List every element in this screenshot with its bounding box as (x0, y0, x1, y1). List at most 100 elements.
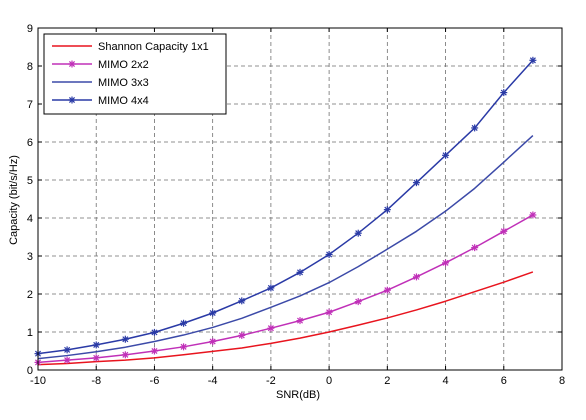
star-stroke (180, 343, 187, 350)
star-stroke (64, 357, 71, 364)
star-stroke (209, 338, 216, 345)
legend: Shannon Capacity 1x1 MIMO 2x2 MIMO 3x3 MIMO… (43, 33, 227, 115)
x-tick-label: -10 (30, 375, 46, 387)
x-tick-label: -4 (208, 375, 218, 387)
series-line-shannon-capacity-1x1 (37, 271, 534, 366)
star-stroke (238, 332, 245, 339)
star-stroke (238, 297, 245, 304)
data-point-mimo-4x4 (150, 328, 158, 336)
data-point-mimo-2x2 (442, 259, 450, 267)
data-point-mimo-2x2 (383, 286, 391, 294)
data-point-mimo-2x2 (209, 338, 217, 345)
x-tick-label: 4 (442, 375, 448, 387)
data-point-mimo-4x4 (442, 151, 450, 159)
plot-frame (37, 27, 563, 371)
data-point-mimo-2x2 (238, 331, 246, 339)
data-point-mimo-2x2 (150, 347, 158, 355)
data-point-mimo-4x4 (209, 309, 217, 317)
data-point-mimo-4x4 (325, 250, 333, 258)
data-point-mimo-2x2 (63, 356, 71, 364)
star-stroke (151, 347, 158, 355)
data-point-mimo-2x2 (121, 351, 129, 359)
star-stroke (413, 273, 420, 280)
x-tick-label: -6 (150, 375, 160, 387)
star-stroke (442, 152, 449, 159)
star-stroke (267, 284, 274, 291)
axis-ticks: -10 -8 -6 -4 -2 0 2 4 6 8 0 1 2 3 4 5 6 7 8 9 (27, 23, 565, 387)
star-stroke (151, 329, 158, 336)
star-stroke (68, 60, 76, 68)
data-point-mimo-2x2 (325, 308, 333, 316)
x-tick-label: 6 (501, 375, 507, 387)
data-point-mimo-2x2 (412, 273, 420, 281)
star-stroke (384, 287, 391, 294)
y-tick-label: 1 (27, 327, 33, 339)
star-stroke (93, 354, 100, 361)
star-stroke (326, 251, 333, 258)
y-tick-label: 9 (27, 23, 33, 35)
star-stroke (529, 57, 536, 64)
data-point-mimo-2x2 (296, 317, 304, 325)
data-point-mimo-2x2 (471, 244, 479, 252)
series-line-mimo-2x2 (37, 214, 534, 364)
series-lines (34, 56, 537, 366)
star-stroke (529, 211, 536, 218)
legend-label-mimo-2x2: MIMO 2x2 (98, 59, 149, 71)
data-point-mimo-2x2 (92, 354, 100, 362)
series-line-mimo-4x4 (37, 59, 534, 355)
y-tick-label: 5 (27, 175, 33, 187)
legend-marker-mimo-2x2 (68, 60, 76, 68)
star-stroke (355, 230, 362, 237)
series-line-mimo-3x3 (37, 134, 534, 360)
star-stroke (471, 124, 478, 131)
axes-frame (37, 27, 563, 371)
star-stroke (471, 244, 478, 251)
data-point-mimo-4x4 (471, 124, 479, 132)
x-tick-label: -8 (91, 375, 101, 387)
star-stroke (267, 325, 274, 332)
legend-label-mimo-4x4: MIMO 4x4 (98, 95, 149, 107)
star-stroke (93, 341, 100, 348)
y-tick-label: 4 (27, 213, 33, 225)
legend-label-mimo-3x3: MIMO 3x3 (98, 77, 149, 89)
data-point-mimo-2x2 (354, 298, 362, 306)
data-point-mimo-4x4 (383, 206, 391, 214)
data-point-mimo-4x4 (267, 284, 275, 292)
star-stroke (326, 309, 333, 316)
x-tick-label: 8 (559, 375, 565, 387)
star-stroke (296, 269, 304, 276)
y-tick-label: 0 (27, 365, 33, 377)
y-tick-label: 3 (27, 251, 33, 263)
star-stroke (122, 351, 129, 358)
star-stroke (355, 298, 362, 305)
data-point-mimo-4x4 (63, 346, 71, 354)
y-tick-label: 8 (27, 61, 33, 73)
star-stroke (209, 309, 216, 317)
data-point-mimo-4x4 (529, 56, 537, 64)
data-point-mimo-2x2 (267, 324, 275, 332)
data-point-mimo-2x2 (500, 227, 508, 235)
star-stroke (384, 206, 391, 213)
legend-label-shannon-capacity-1x1: Shannon Capacity 1x1 (98, 41, 209, 53)
y-tick-label: 6 (27, 137, 33, 149)
data-point-mimo-4x4 (296, 268, 304, 276)
star-stroke (413, 179, 420, 186)
axis-labels: SNR(dB) Capacity (bit/s/Hz) (8, 155, 320, 401)
y-tick-label: 7 (27, 99, 33, 111)
data-point-mimo-4x4 (500, 89, 508, 97)
x-tick-label: -2 (266, 375, 276, 387)
data-point-mimo-4x4 (180, 319, 188, 327)
data-point-mimo-4x4 (238, 297, 246, 305)
y-axis-label: Capacity (bit/s/Hz) (8, 155, 20, 245)
star-stroke (68, 96, 76, 104)
data-point-mimo-2x2 (180, 343, 188, 351)
data-point-mimo-4x4 (354, 229, 362, 237)
star-stroke (500, 89, 507, 96)
x-tick-label: 2 (384, 375, 390, 387)
y-tick-label: 2 (27, 289, 33, 301)
data-point-mimo-4x4 (121, 335, 129, 343)
x-tick-label: 0 (326, 375, 332, 387)
star-stroke (296, 317, 304, 324)
